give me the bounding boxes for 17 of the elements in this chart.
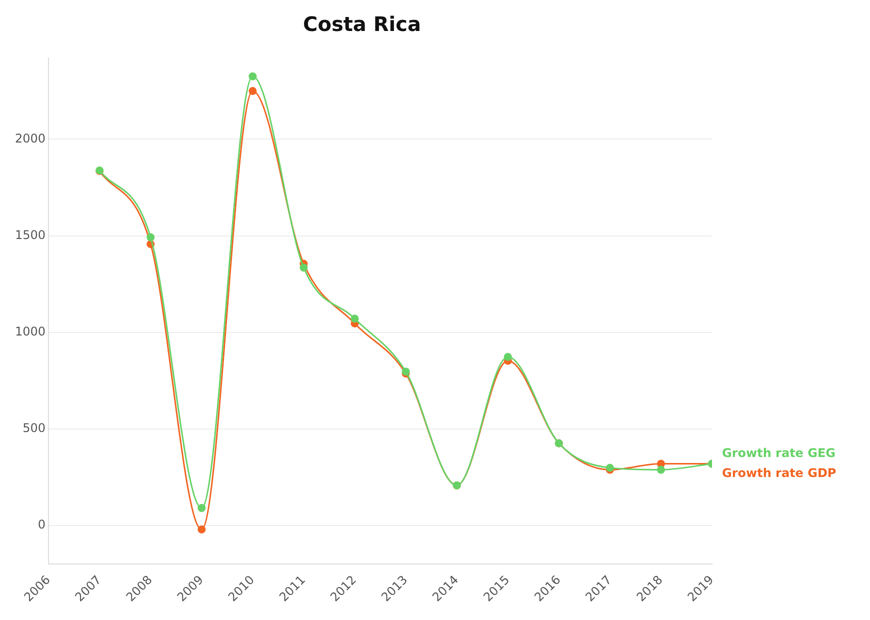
y-tick-label: 2000: [14, 131, 46, 146]
point: [198, 504, 206, 512]
point: [198, 525, 206, 534]
y-tick-label: 1500: [14, 228, 46, 242]
series-label: Growth rate GEG: [722, 446, 836, 460]
point: [248, 87, 257, 96]
series-label: Growth rate GDP: [722, 466, 836, 480]
chart-title: Costa Rica: [303, 12, 421, 36]
point: [146, 233, 155, 242]
y-tick-label: 0: [38, 518, 46, 532]
point: [350, 314, 359, 323]
y-tick-label: 500: [22, 421, 46, 436]
y-tick-label: 1000: [14, 324, 46, 338]
point: [300, 264, 308, 272]
point: [656, 466, 665, 474]
point: [248, 72, 257, 80]
point: [504, 352, 512, 361]
